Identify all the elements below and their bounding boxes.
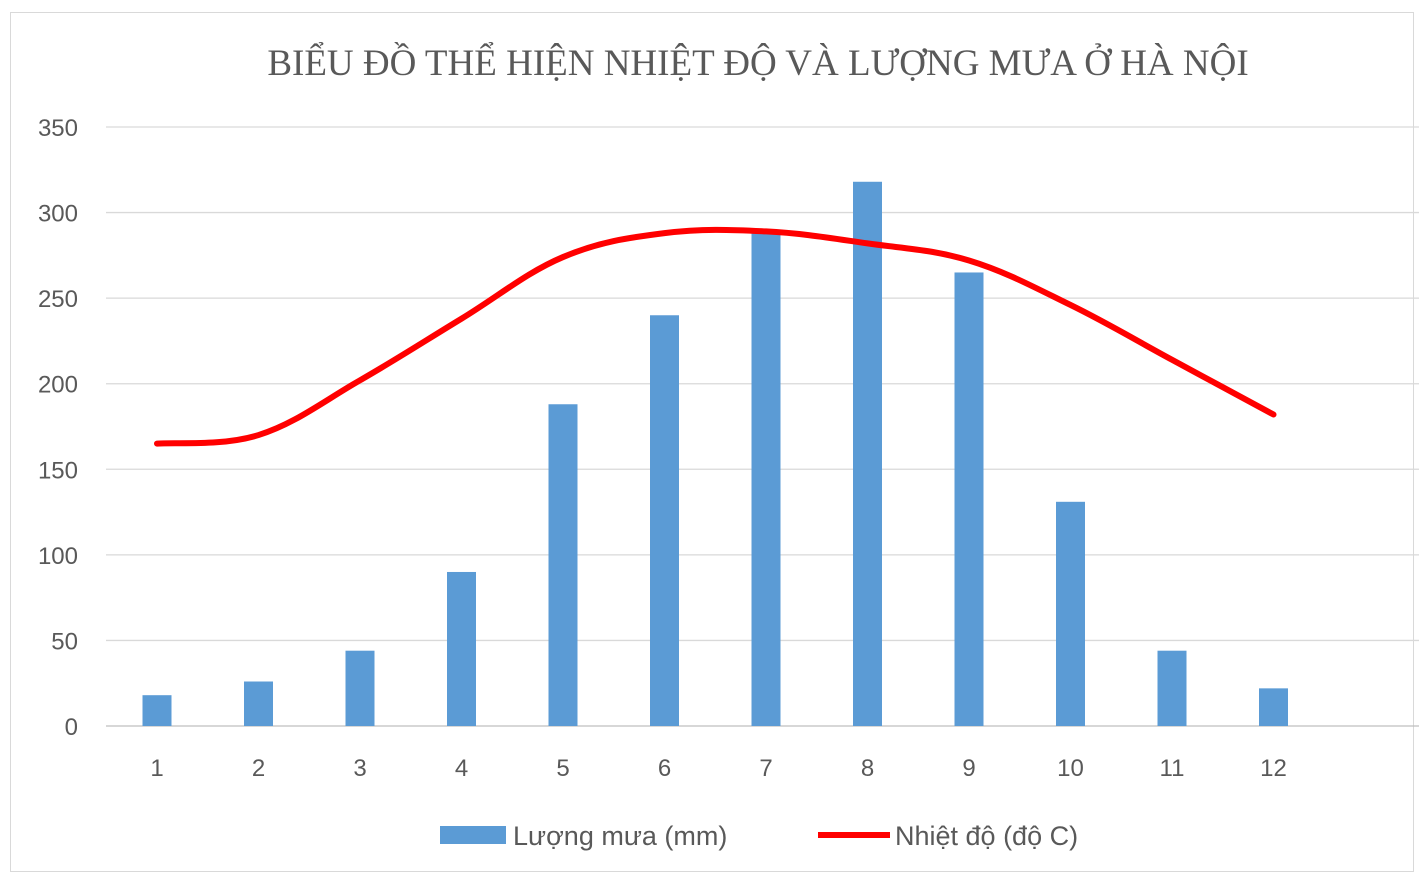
legend-swatch-rainfall [440, 826, 506, 844]
x-tick-label: 2 [252, 755, 265, 782]
y-tick-label: 0 [65, 714, 78, 741]
line-series [154, 226, 1277, 447]
chart-title: BIỂU ĐỒ THỂ HIỆN NHIỆT ĐỘ VÀ LƯỢNG MƯA Ở… [267, 40, 1248, 84]
x-tick-label: 9 [962, 755, 975, 782]
bar-rainfall-6 [650, 315, 679, 726]
x-tick-label: 10 [1057, 755, 1084, 782]
bar-series [142, 181, 1288, 726]
x-axis-ticks: 1 2 3 4 5 6 7 8 9 10 11 12 [150, 755, 1287, 782]
y-tick-label: 250 [38, 286, 78, 313]
x-tick-label: 5 [556, 755, 569, 782]
legend: Lượng mưa (mm) Nhiệt độ (độ C) [440, 821, 1078, 851]
x-tick-label: 8 [861, 755, 874, 782]
y-tick-label: 300 [38, 201, 78, 228]
y-tick-label: 100 [38, 543, 78, 570]
bar-rainfall-4 [447, 571, 476, 726]
bar-rainfall-8 [853, 181, 882, 726]
bar-rainfall-7 [751, 233, 781, 726]
bar-rainfall-1 [142, 695, 172, 726]
x-tick-label: 11 [1160, 755, 1185, 782]
x-tick-label: 1 [150, 755, 163, 782]
chart-frame [10, 12, 1414, 872]
x-tick-label: 3 [353, 755, 366, 782]
bar-rainfall-2 [244, 681, 273, 726]
x-tick-label: 6 [658, 755, 671, 782]
bar-rainfall-3 [345, 650, 375, 726]
line-temperature [154, 226, 1277, 447]
x-tick-label: 12 [1260, 755, 1287, 782]
y-tick-label: 350 [38, 115, 78, 142]
bar-rainfall-10 [1056, 501, 1085, 726]
x-tick-label: 4 [455, 755, 468, 782]
bar-rainfall-5 [548, 404, 578, 726]
legend-label-rainfall: Lượng mưa (mm) [513, 821, 727, 851]
bar-rainfall-11 [1157, 650, 1187, 726]
bar-rainfall-12 [1259, 688, 1288, 726]
y-axis-ticks: 0 50 100 150 200 250 300 350 [38, 115, 78, 741]
x-tick-label: 7 [759, 755, 772, 782]
bar-rainfall-9 [954, 272, 984, 726]
y-tick-label: 150 [38, 457, 78, 484]
y-tick-label: 50 [51, 628, 78, 655]
y-tick-label: 200 [38, 372, 78, 399]
legend-label-temperature: Nhiệt độ (độ C) [895, 821, 1078, 851]
